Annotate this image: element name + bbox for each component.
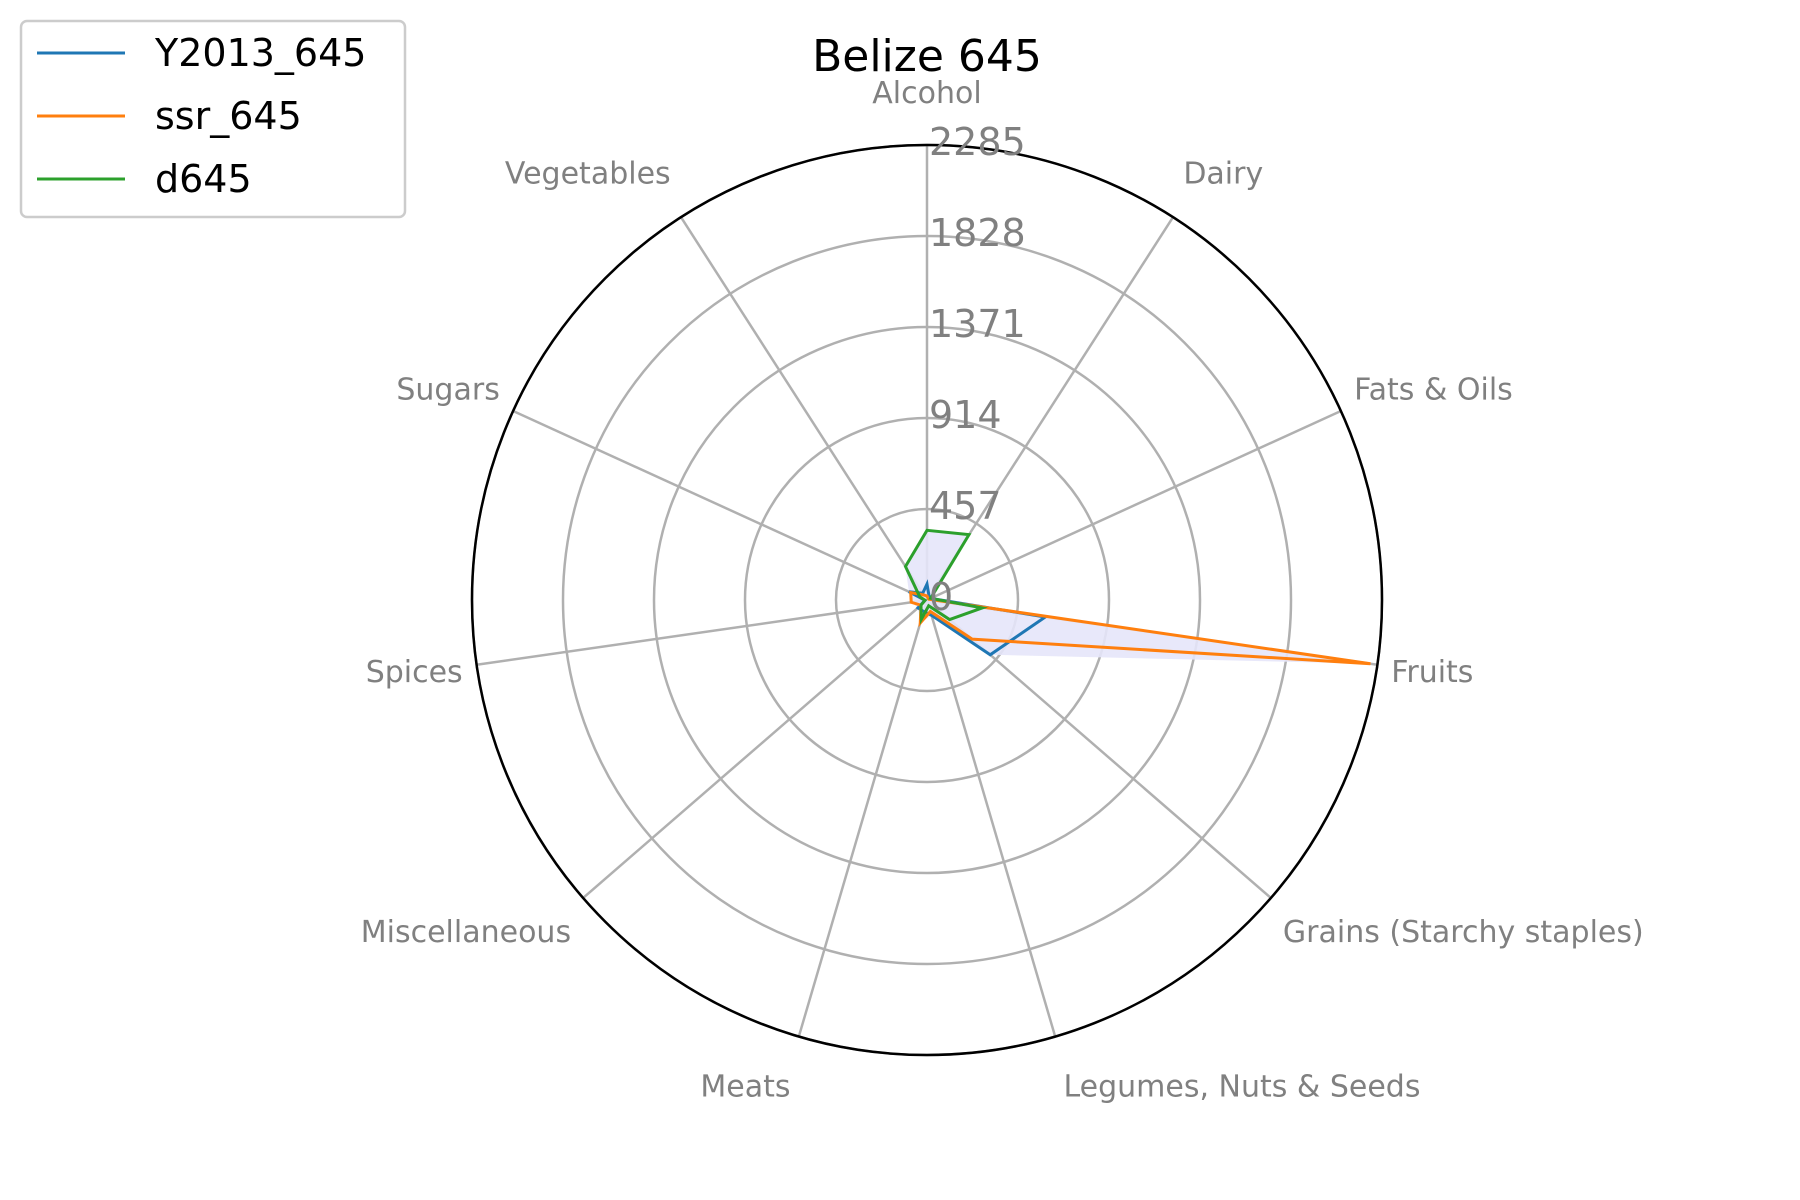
legend-label: d645 [155,157,252,201]
legend-label: ssr_645 [155,94,302,138]
radial-tick-label: 1371 [929,302,1026,346]
category-labels: Alcohol Dairy Fats & Oils Fruits Grains (Sta… [361,76,1644,1104]
radial-tick-label: 1828 [929,211,1026,255]
spoke-line [582,599,928,899]
radar-fill [905,530,1371,664]
category-label: Dairy [1183,156,1263,191]
spoke-line [925,599,1057,1037]
spoke-line [797,599,929,1037]
polar-frame [470,143,1384,1057]
legend-box [19,19,407,219]
radial-tick-label: 457 [929,484,1002,528]
spoke-line [679,216,929,601]
legend: Y2013_645 ssr_645 d645 [19,19,407,219]
category-label: Meats [700,1069,790,1104]
category-label: Vegetables [505,156,671,191]
radar-fill-area [905,530,1371,664]
category-label: Miscellaneous [361,915,571,950]
radar-series [903,528,1371,666]
spoke-line [926,409,1342,602]
radial-tick-labels: 0 457 914 1371 1828 2285 [929,120,1026,619]
category-label: Fruits [1391,655,1473,690]
category-label: Sugars [396,372,499,407]
category-label: Grains (Starchy staples) [1283,915,1644,950]
radial-tick-label: 2285 [929,120,1026,164]
chart-title: Belize 645 [812,31,1042,82]
series-line-d645 [903,528,988,625]
spoke-line [512,409,928,602]
radial-tick-label: 0 [929,575,953,619]
radial-tick-label: 914 [929,393,1002,437]
category-label: Spices [366,655,463,690]
category-label: Legumes, Nuts & Seeds [1063,1069,1420,1104]
category-label: Alcohol [872,76,981,111]
category-label: Fats & Oils [1354,372,1513,407]
legend-label: Y2013_645 [154,31,366,75]
spoke-line [476,598,928,666]
